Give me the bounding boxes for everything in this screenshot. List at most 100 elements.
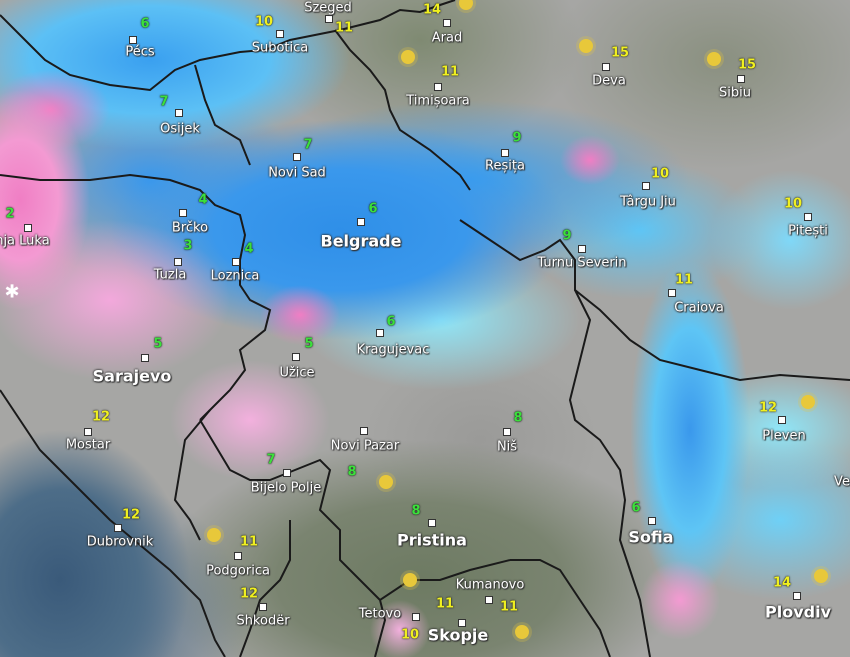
temperature: 7: [266, 452, 276, 468]
city-marker: [234, 552, 242, 560]
sun-icon: [207, 528, 221, 542]
sun-icon: [814, 569, 828, 583]
city-label[interactable]: Shkodër: [236, 613, 290, 629]
temperature: 7: [303, 137, 313, 153]
city-marker: [648, 517, 656, 525]
temperature: 11: [435, 596, 455, 612]
temperature: 14: [772, 575, 792, 591]
city-marker: [778, 416, 786, 424]
city-label[interactable]: Banja Luka: [0, 233, 50, 249]
city-marker: [141, 354, 149, 362]
city-marker: [179, 209, 187, 217]
city-marker: [175, 109, 183, 117]
city-marker: [283, 469, 291, 477]
city-marker: [84, 428, 92, 436]
city-label[interactable]: Craiova: [674, 300, 724, 316]
city-label[interactable]: Pristina: [397, 530, 467, 550]
city-label[interactable]: Kumanovo: [455, 577, 525, 593]
city-label[interactable]: Niš: [496, 439, 518, 455]
city-marker: [485, 596, 493, 604]
city-marker: [293, 153, 301, 161]
city-label[interactable]: Skopje: [427, 625, 489, 645]
city-label[interactable]: Sarajevo: [92, 366, 172, 386]
city-label[interactable]: Belgrade: [320, 231, 402, 251]
temperature: 5: [153, 336, 163, 352]
city-label[interactable]: Timișoara: [406, 93, 470, 109]
sun-icon: [579, 39, 593, 53]
city-label[interactable]: Užice: [279, 365, 315, 381]
city-label[interactable]: Pitești: [788, 223, 828, 239]
temperature: 10: [400, 627, 420, 643]
city-marker: [793, 592, 801, 600]
sun-icon: [403, 573, 417, 587]
city-label[interactable]: Pécs: [125, 44, 155, 60]
temperature: 2: [5, 206, 15, 222]
temperature: 12: [121, 507, 141, 523]
temperature: 11: [239, 534, 259, 550]
city-marker: [412, 613, 420, 621]
city-marker: [292, 353, 300, 361]
city-label[interactable]: Târgu Jiu: [620, 194, 676, 210]
temperature: 10: [254, 14, 274, 30]
city-label[interactable]: Tuzla: [153, 267, 187, 283]
temperature: 9: [562, 228, 572, 244]
city-marker: [578, 245, 586, 253]
temperature: 11: [674, 272, 694, 288]
city-label[interactable]: Szeged: [304, 0, 352, 16]
city-marker: [503, 428, 511, 436]
temperature: 11: [499, 599, 519, 615]
temperature: 11: [334, 20, 354, 36]
city-marker: [376, 329, 384, 337]
city-label[interactable]: Ve: [834, 474, 850, 490]
city-label[interactable]: Pleven: [762, 428, 806, 444]
temperature: 15: [737, 57, 757, 73]
city-label[interactable]: Novi Sad: [268, 165, 326, 181]
temperature: 8: [513, 410, 523, 426]
sun-icon: [459, 0, 473, 10]
sun-icon: [707, 52, 721, 66]
city-marker: [174, 258, 182, 266]
city-marker: [428, 519, 436, 527]
temperature: 15: [610, 45, 630, 61]
city-marker: [501, 149, 509, 157]
city-marker: [737, 75, 745, 83]
city-marker: [129, 36, 137, 44]
city-label[interactable]: Novi Pazar: [330, 438, 400, 454]
city-label[interactable]: Bijelo Polje: [250, 480, 322, 496]
city-label[interactable]: Sibiu: [719, 85, 751, 101]
temperature: 3: [183, 238, 193, 254]
city-marker: [668, 289, 676, 297]
city-marker: [114, 524, 122, 532]
city-label[interactable]: Sofia: [628, 527, 674, 547]
city-label[interactable]: Brčko: [171, 220, 209, 236]
city-label[interactable]: Osijek: [160, 121, 200, 137]
temperature: 8: [347, 464, 357, 480]
city-marker: [434, 83, 442, 91]
temperature: 9: [512, 130, 522, 146]
city-marker: [24, 224, 32, 232]
city-marker: [804, 213, 812, 221]
city-label[interactable]: Dubrovnik: [86, 534, 154, 550]
temperature: 5: [304, 336, 314, 352]
temperature: 11: [440, 64, 460, 80]
city-label[interactable]: Mostar: [65, 437, 111, 453]
city-label[interactable]: Reșița: [485, 158, 525, 174]
city-marker: [458, 619, 466, 627]
city-marker: [360, 427, 368, 435]
city-label[interactable]: Kragujevac: [356, 342, 430, 358]
city-label[interactable]: Podgorica: [206, 563, 270, 579]
city-label[interactable]: Arad: [431, 30, 463, 46]
city-label[interactable]: Deva: [592, 73, 626, 89]
city-label[interactable]: Plovdiv: [765, 602, 831, 622]
city-label[interactable]: Subotica: [251, 40, 309, 56]
city-label[interactable]: Turnu Severin: [537, 255, 627, 271]
city-label[interactable]: Loznica: [210, 268, 260, 284]
temperature: 6: [386, 314, 396, 330]
temperature: 14: [422, 2, 442, 18]
snowflake-icon: ✱: [4, 281, 20, 303]
city-label[interactable]: Tetovo: [358, 606, 402, 622]
temperature: 4: [198, 192, 208, 208]
temperature: 10: [650, 166, 670, 182]
